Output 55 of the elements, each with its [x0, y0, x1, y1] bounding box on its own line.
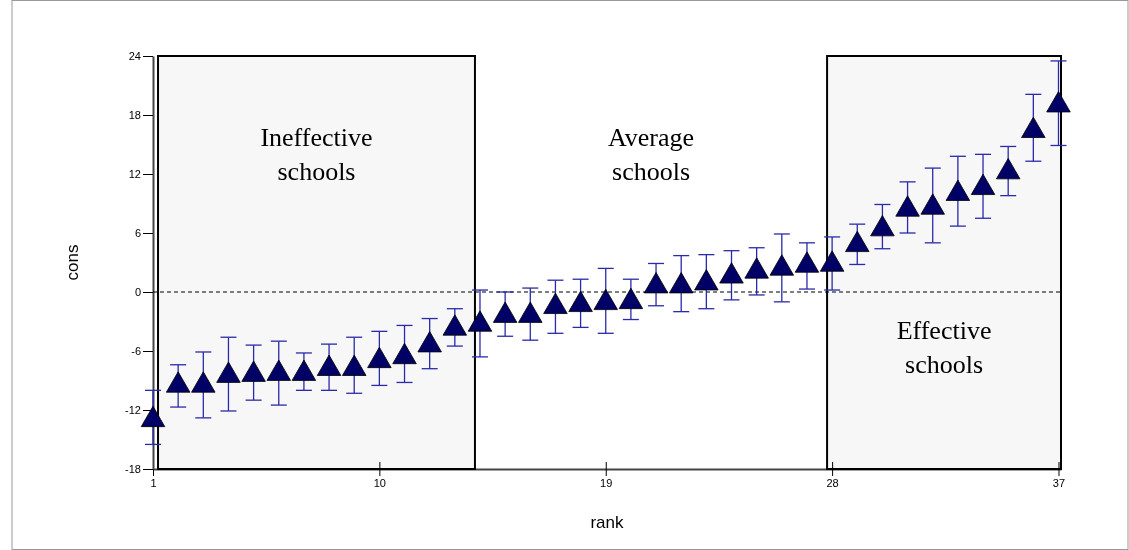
y-tick-label: 0	[134, 286, 141, 299]
point	[945, 179, 971, 201]
point	[543, 292, 568, 314]
x-axis-title: rank	[590, 513, 625, 532]
x-tick-label: 19	[600, 476, 613, 489]
y-axis-title: cons	[63, 244, 82, 281]
y-tick-label: 12	[128, 168, 141, 181]
point	[643, 272, 669, 294]
band-label: Effective schools	[896, 316, 992, 379]
point	[669, 272, 694, 294]
point	[392, 342, 417, 365]
point	[367, 346, 392, 369]
point	[291, 359, 317, 381]
point	[618, 287, 644, 310]
point	[593, 288, 618, 311]
point	[216, 361, 241, 383]
point	[316, 354, 342, 376]
point	[568, 290, 593, 312]
point	[1046, 91, 1071, 113]
point	[744, 257, 769, 279]
x-tick-label: 10	[373, 476, 386, 489]
point	[794, 251, 820, 273]
y-tick-label: 24	[128, 50, 141, 63]
point	[719, 262, 744, 284]
point	[845, 230, 870, 252]
point	[819, 250, 845, 272]
y-tick-label: 6	[134, 227, 141, 240]
point	[442, 314, 467, 336]
point	[492, 301, 518, 323]
y-tick-label: -18	[125, 463, 141, 476]
point	[518, 301, 543, 323]
x-tick-label: 37	[1052, 476, 1066, 489]
point	[266, 359, 291, 381]
point	[996, 158, 1021, 180]
point	[140, 405, 166, 428]
annotation: Average schools	[607, 123, 695, 186]
point	[694, 269, 719, 291]
x-tick-label: 1	[150, 476, 157, 489]
point	[241, 360, 266, 382]
point	[920, 193, 945, 215]
point	[467, 310, 493, 332]
point	[417, 331, 442, 353]
point	[191, 371, 216, 393]
y-tick-label: 18	[128, 109, 141, 122]
point	[895, 195, 920, 217]
band-label: Ineffective schools	[260, 123, 373, 186]
y-tick-label: -12	[125, 404, 141, 417]
point	[970, 173, 996, 195]
point	[165, 371, 191, 393]
x-tick-label: 28	[826, 476, 839, 489]
y-tick-label: -6	[131, 345, 141, 358]
point	[1021, 116, 1046, 138]
point	[342, 354, 367, 376]
point	[870, 215, 895, 237]
point	[769, 254, 794, 276]
